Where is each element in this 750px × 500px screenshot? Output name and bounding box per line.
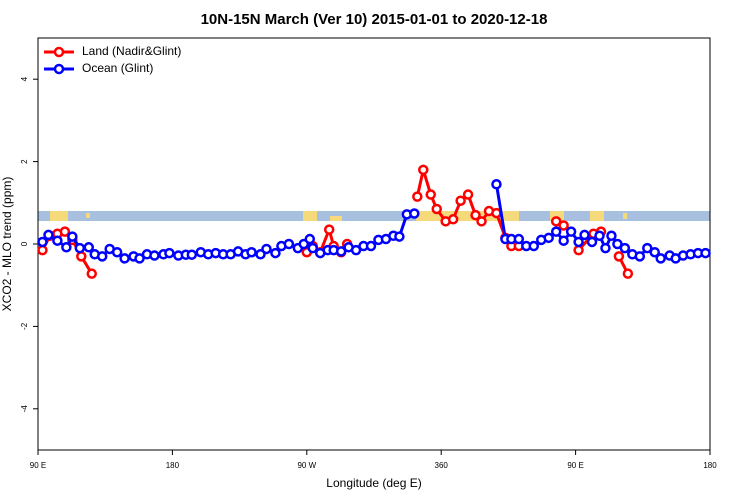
data-point xyxy=(462,189,474,200)
data-point xyxy=(409,208,420,219)
y-tick-label: 0 xyxy=(20,241,29,246)
data-point xyxy=(52,235,63,246)
data-point xyxy=(447,214,459,225)
land-patch xyxy=(330,216,342,221)
data-point xyxy=(37,244,48,256)
data-point xyxy=(612,238,623,250)
data-point xyxy=(550,226,562,237)
data-point xyxy=(111,246,123,258)
data-point xyxy=(304,233,316,245)
data-point xyxy=(119,253,130,264)
data-point xyxy=(412,191,423,202)
y-tick-label: -2 xyxy=(20,322,29,330)
x-tick-label: 180 xyxy=(166,461,180,470)
data-point xyxy=(74,242,86,254)
data-point xyxy=(476,216,487,227)
data-point xyxy=(613,251,625,262)
data-point xyxy=(606,230,617,242)
data-point xyxy=(83,242,95,253)
data-point xyxy=(365,240,377,252)
x-axis-label: Longitude (deg E) xyxy=(326,476,421,490)
data-point xyxy=(335,246,347,257)
legend-label: Land (Nadir&Glint) xyxy=(82,44,181,58)
data-point xyxy=(655,253,666,264)
data-point xyxy=(61,242,72,253)
land-patch xyxy=(303,211,317,221)
y-axis-label: XCO2 - MLO trend (ppm) xyxy=(0,177,14,312)
land-patch xyxy=(86,213,90,218)
data-point xyxy=(550,216,562,227)
data-point xyxy=(558,220,569,231)
data-point xyxy=(586,236,598,248)
x-tick-label: 90 E xyxy=(567,461,583,470)
data-point xyxy=(600,242,611,254)
data-point xyxy=(431,203,442,215)
data-point xyxy=(134,253,145,264)
data-point xyxy=(86,268,98,279)
data-point xyxy=(619,242,631,254)
data-point xyxy=(246,246,257,258)
y-tick-label: 4 xyxy=(20,76,29,81)
land-patch xyxy=(50,211,68,221)
data-point xyxy=(579,229,590,241)
data-point xyxy=(455,195,466,206)
data-point xyxy=(425,189,436,200)
data-point xyxy=(470,209,481,221)
data-point xyxy=(418,164,429,176)
data-point xyxy=(307,242,319,254)
data-point xyxy=(649,246,660,258)
x-tick-label: 180 xyxy=(703,461,717,470)
x-tick-label: 90 W xyxy=(297,461,316,470)
legend-label: Ocean (Glint) xyxy=(82,61,153,75)
x-tick-label: 90 E xyxy=(30,461,46,470)
y-tick-label: 2 xyxy=(20,159,29,164)
data-point xyxy=(573,236,584,248)
data-point xyxy=(573,244,584,256)
data-point xyxy=(96,251,108,262)
data-point xyxy=(164,247,175,259)
data-point xyxy=(622,268,634,279)
data-point xyxy=(59,226,71,237)
land-patch xyxy=(416,211,519,221)
data-point xyxy=(350,244,362,256)
data-point xyxy=(261,243,272,255)
data-point xyxy=(283,238,295,250)
data-point xyxy=(491,179,502,190)
data-point xyxy=(149,250,160,261)
land-patch xyxy=(590,211,604,221)
data-point xyxy=(67,231,78,242)
data-point xyxy=(37,236,48,248)
series xyxy=(37,179,711,264)
data-point xyxy=(394,231,405,242)
land-patch xyxy=(550,211,564,221)
data-point xyxy=(594,230,605,242)
data-point xyxy=(513,233,525,245)
y-tick-label: -4 xyxy=(20,405,29,413)
data-point xyxy=(642,242,653,254)
data-point xyxy=(43,229,54,241)
ocean-band xyxy=(38,211,710,221)
data-point xyxy=(565,226,577,237)
data-point xyxy=(323,224,335,235)
data-point xyxy=(76,251,87,262)
data-point xyxy=(700,247,711,259)
data-point xyxy=(528,240,540,252)
data-point xyxy=(634,251,646,262)
land-patch xyxy=(623,213,627,219)
chart-title: 10N-15N March (Ver 10) 2015-01-01 to 202… xyxy=(201,11,548,28)
data-point xyxy=(543,232,554,244)
legend-marker xyxy=(53,46,65,58)
data-point xyxy=(558,235,569,246)
data-point xyxy=(270,247,281,259)
data-point xyxy=(186,249,198,260)
map-band xyxy=(38,211,710,221)
x-tick-label: 360 xyxy=(435,461,449,470)
legend-marker xyxy=(53,63,65,75)
